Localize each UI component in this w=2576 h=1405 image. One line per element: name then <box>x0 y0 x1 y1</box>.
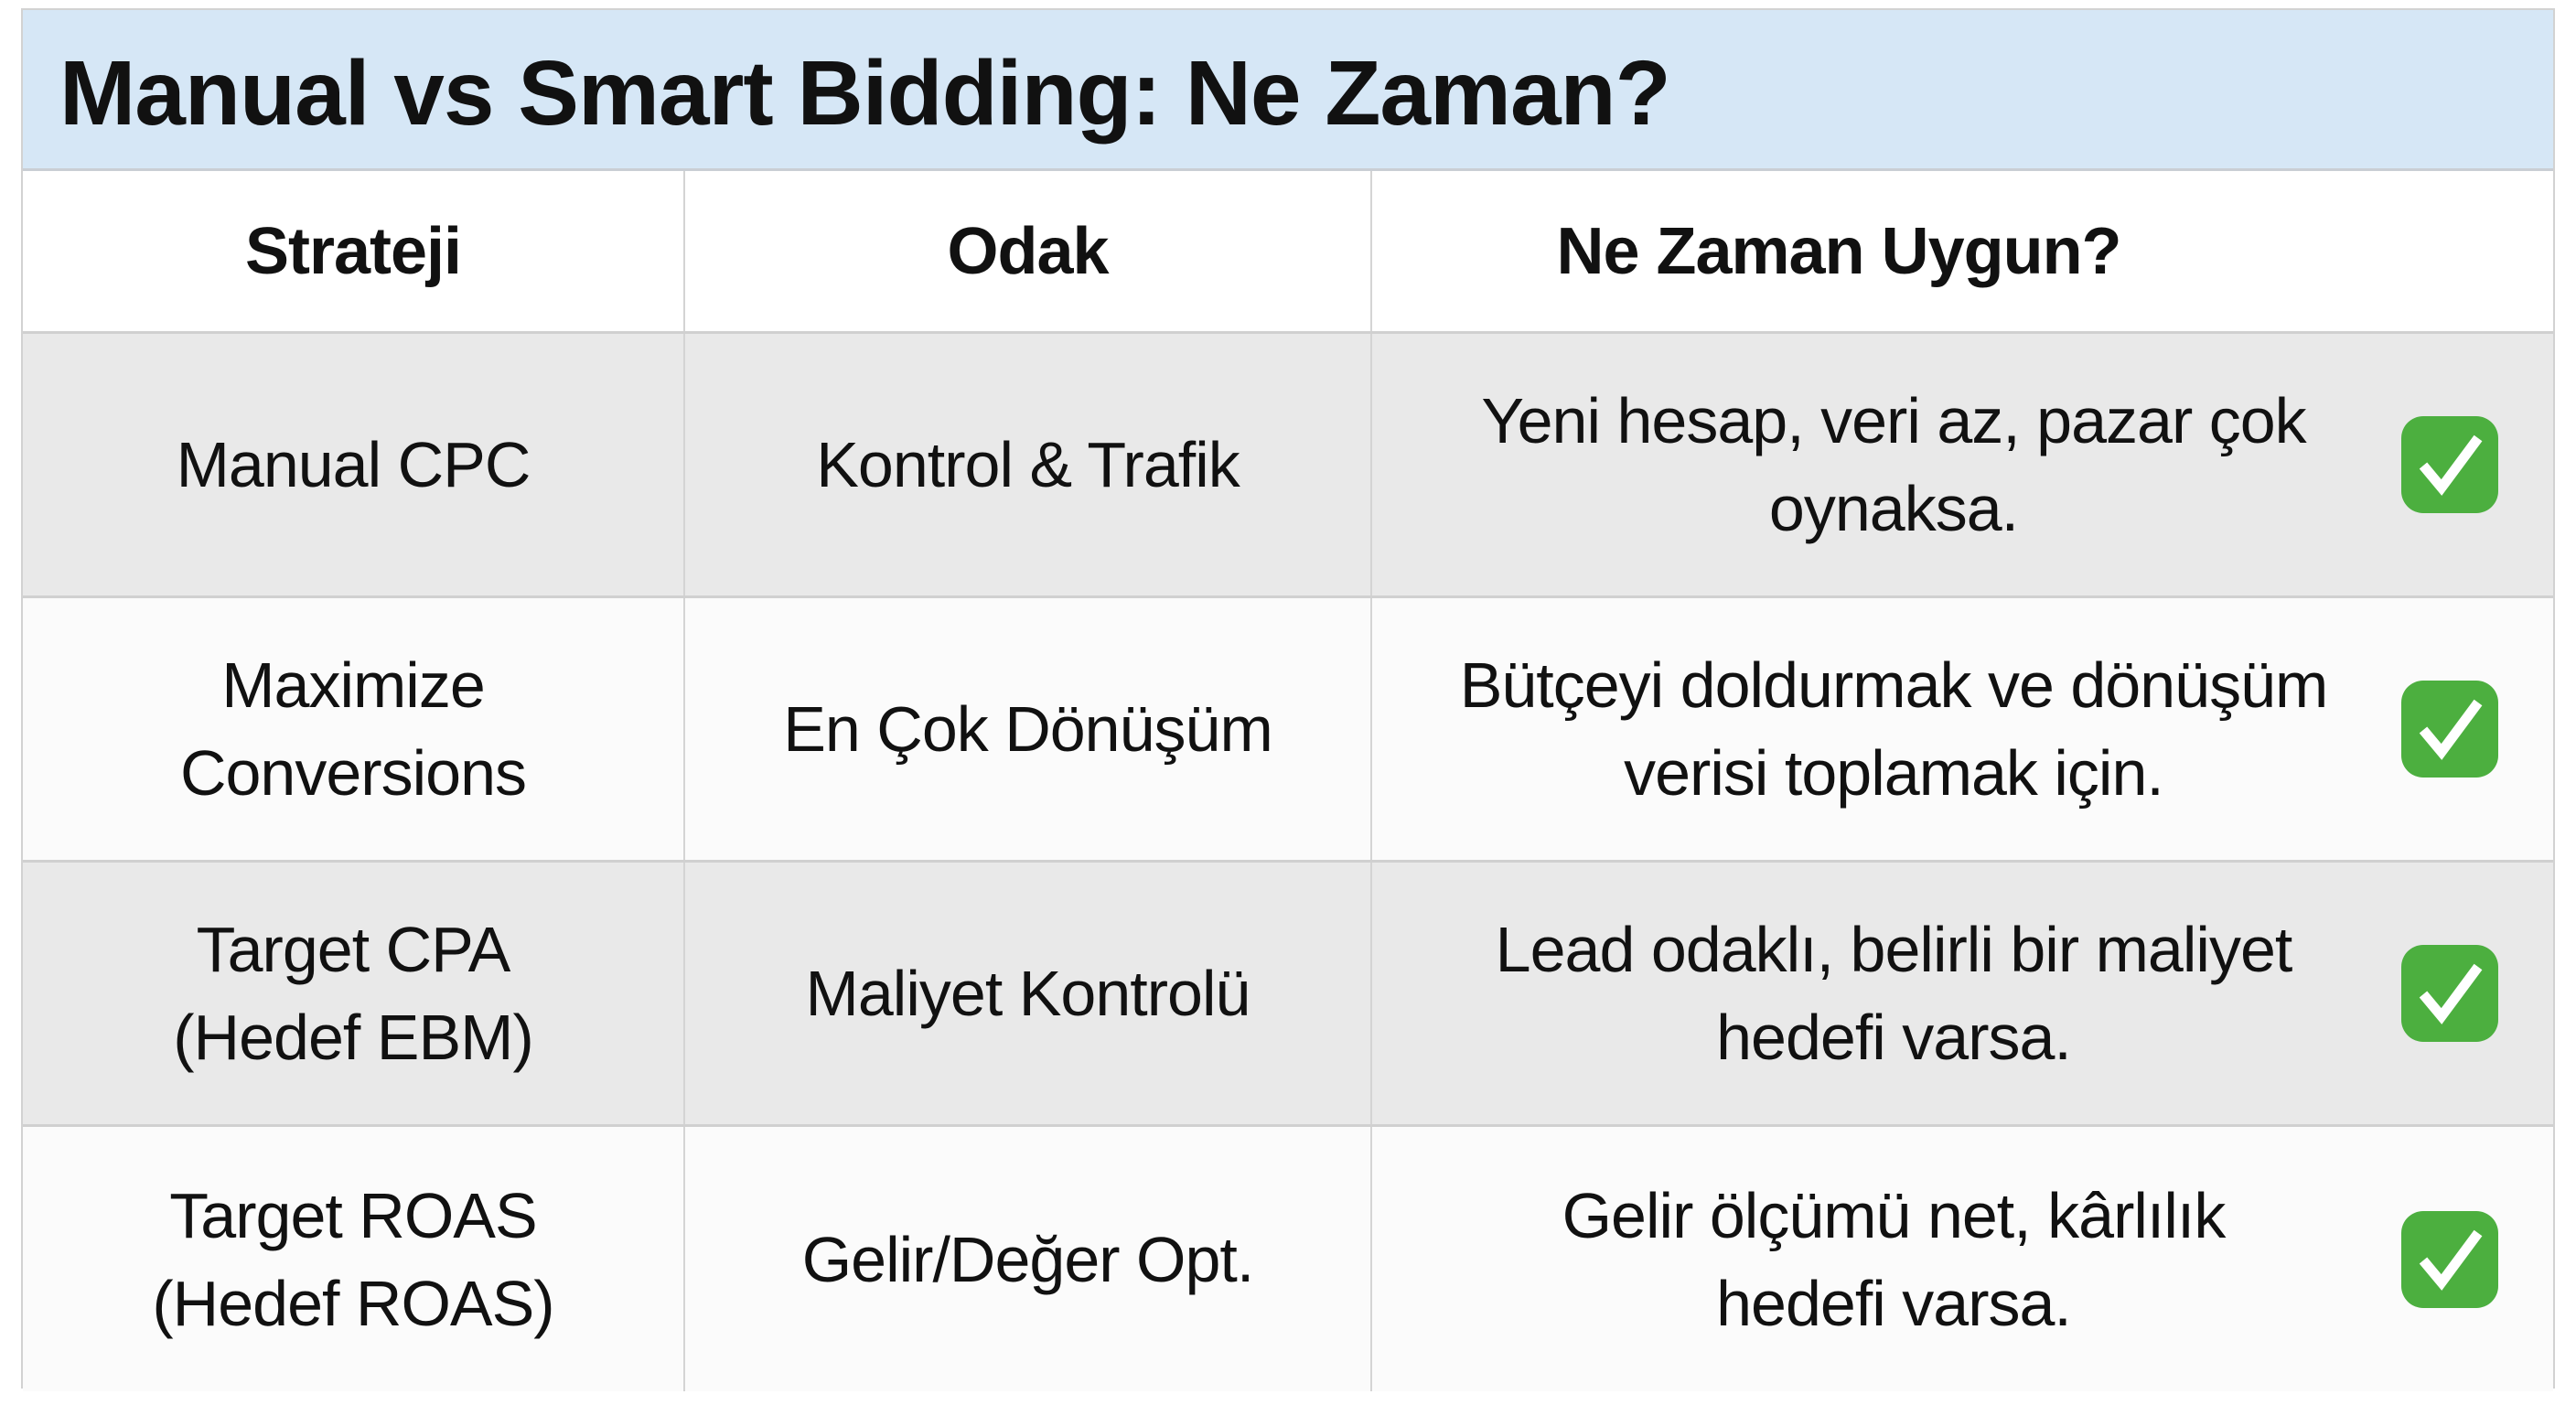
header-row: Strateji Odak Ne Zaman Uygun? <box>23 171 2553 334</box>
when-text: Yeni hesap, veri az, pazar çok oynaksa. <box>1481 385 2306 544</box>
focus-text: Kontrol & Trafik <box>816 429 1240 500</box>
check-mark-icon <box>2401 1210 2498 1308</box>
when-text: Lead odaklı, belirli bir maliyet hedefi … <box>1495 914 2293 1073</box>
header-strategy: Strateji <box>23 171 685 331</box>
table-row: Target ROAS (Hedef ROAS) Gelir/Değer Opt… <box>23 1127 2553 1391</box>
page-title: Manual vs Smart Bidding: Ne Zaman? <box>59 42 1671 145</box>
strategy-cell: Maximize Conversions <box>23 598 685 860</box>
title-band: Manual vs Smart Bidding: Ne Zaman? <box>23 10 2553 171</box>
strategy-text: Target CPA (Hedef EBM) <box>173 914 534 1073</box>
check-mark-icon <box>2401 681 2498 778</box>
focus-cell: Gelir/Değer Opt. <box>685 1127 1372 1391</box>
when-cell: Bütçeyi doldurmak ve dönüşüm verisi topl… <box>1372 598 2397 860</box>
strategy-cell: Manual CPC <box>23 334 685 595</box>
when-cell: Gelir ölçümü net, kârlılık hedefi varsa. <box>1372 1127 2397 1391</box>
check-mark-icon <box>2401 945 2498 1042</box>
strategy-text: Manual CPC <box>176 429 531 500</box>
strategy-cell: Target ROAS (Hedef ROAS) <box>23 1127 685 1391</box>
when-text: Gelir ölçümü net, kârlılık hedefi varsa. <box>1562 1179 2227 1339</box>
when-text: Bütçeyi doldurmak ve dönüşüm verisi topl… <box>1459 649 2329 809</box>
when-cell: Lead odaklı, belirli bir maliyet hedefi … <box>1372 863 2397 1124</box>
header-label: Odak <box>947 214 1109 288</box>
check-mark-icon <box>2401 416 2498 513</box>
header-label: Ne Zaman Uygun? <box>1556 214 2121 288</box>
focus-text: Gelir/Değer Opt. <box>801 1223 1255 1295</box>
strategy-cell: Target CPA (Hedef EBM) <box>23 863 685 1124</box>
focus-cell: En Çok Dönüşüm <box>685 598 1372 860</box>
focus-cell: Maliyet Kontrolü <box>685 863 1372 1124</box>
focus-text: Maliyet Kontrolü <box>805 958 1251 1029</box>
table-row: Maximize Conversions En Çok Dönüşüm Bütç… <box>23 598 2553 863</box>
table-row: Manual CPC Kontrol & Trafik Yeni hesap, … <box>23 334 2553 598</box>
header-label: Strateji <box>244 214 462 288</box>
when-cell: Yeni hesap, veri az, pazar çok oynaksa. <box>1372 334 2397 595</box>
table-row: Target CPA (Hedef EBM) Maliyet Kontrolü … <box>23 863 2553 1127</box>
focus-text: En Çok Dönüşüm <box>783 693 1273 765</box>
strategy-text: Target ROAS (Hedef ROAS) <box>152 1179 554 1339</box>
strategy-text: Maximize Conversions <box>179 649 527 809</box>
focus-cell: Kontrol & Trafik <box>685 334 1372 595</box>
header-when: Ne Zaman Uygun? <box>1372 171 2397 331</box>
bidding-comparison-table: Manual vs Smart Bidding: Ne Zaman? Strat… <box>21 8 2555 1391</box>
header-focus: Odak <box>685 171 1372 331</box>
